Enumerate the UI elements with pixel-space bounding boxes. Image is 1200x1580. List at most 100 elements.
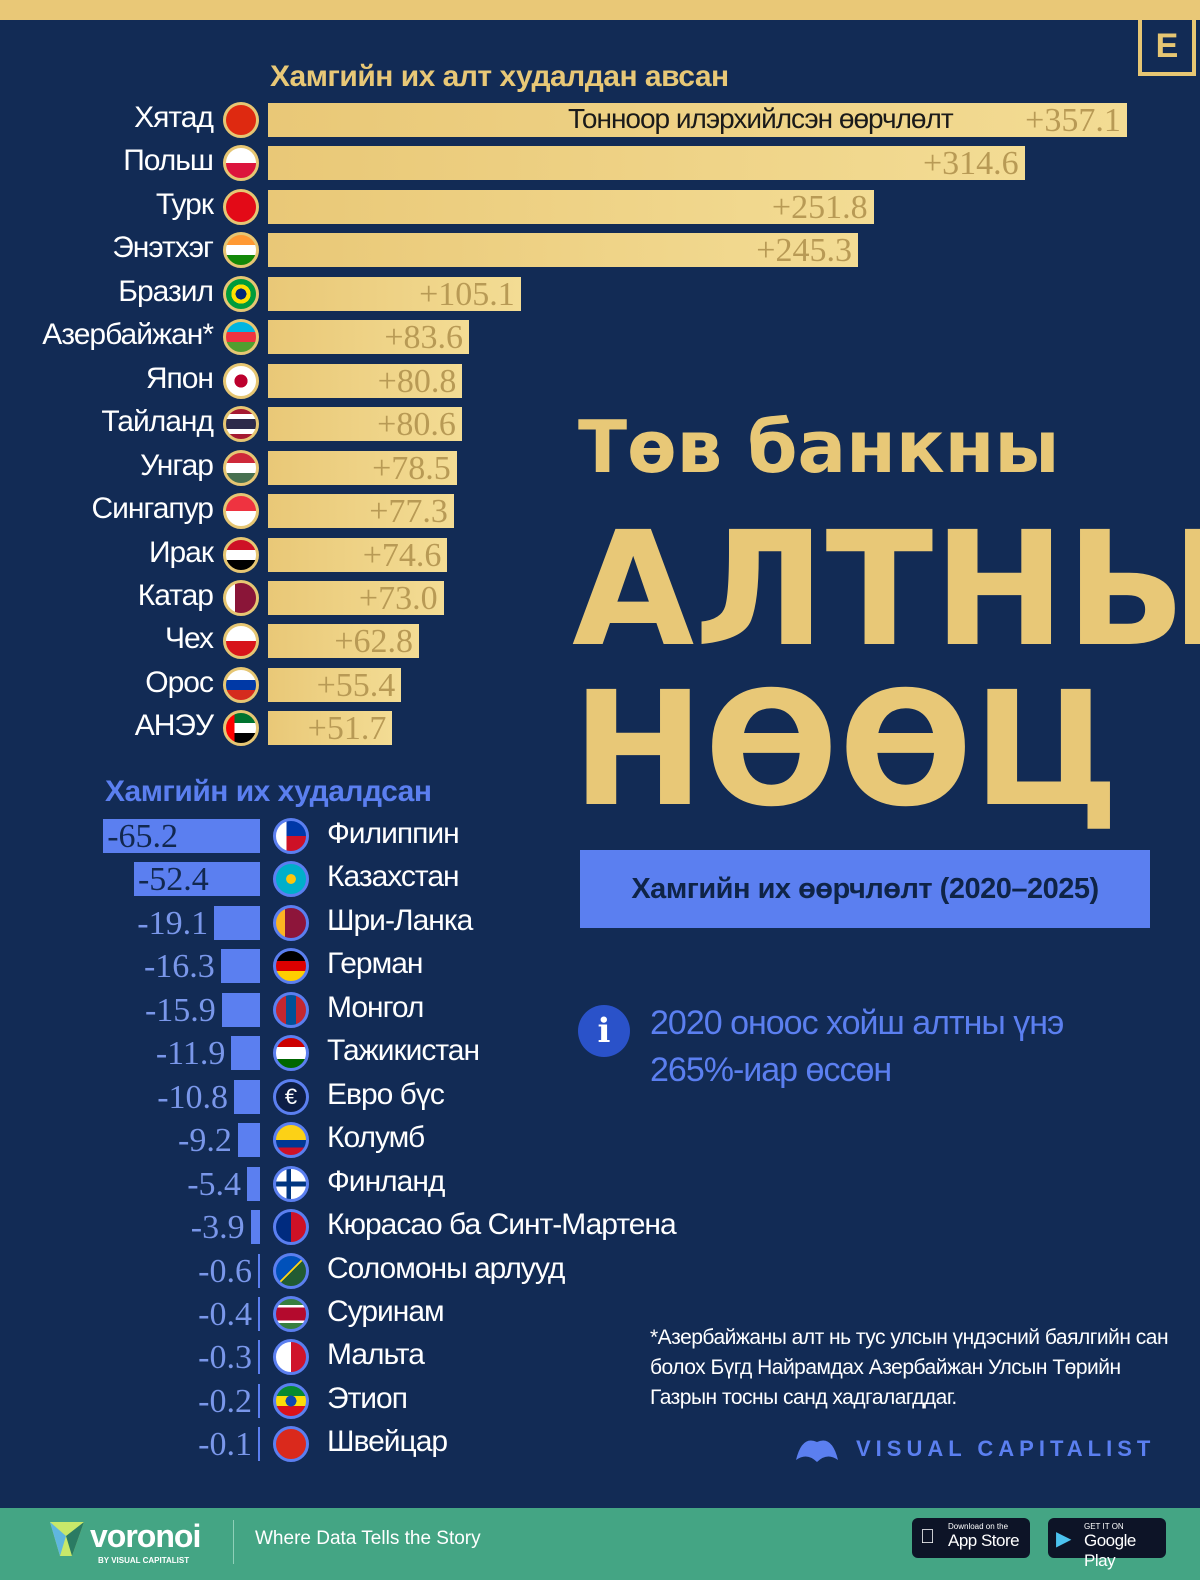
value-label: +357.1 bbox=[1025, 102, 1121, 139]
value-label: -3.9 bbox=[190, 1209, 245, 1247]
voronoi-name: voronoi bbox=[90, 1518, 201, 1554]
bar-2 bbox=[268, 189, 874, 224]
value-label: -16.3 bbox=[143, 948, 215, 986]
footer: voronoi BY VISUAL CAPITALIST Where Data … bbox=[0, 1508, 1200, 1580]
value-label: -52.4 bbox=[137, 861, 209, 899]
country-label: Филиппин bbox=[327, 817, 460, 850]
bar-13 bbox=[268, 667, 402, 702]
bar-12 bbox=[258, 1340, 260, 1375]
country-label: Ирак bbox=[148, 535, 214, 569]
value-label: -0.6 bbox=[198, 1252, 252, 1290]
flag-icon-mn bbox=[273, 991, 309, 1028]
flag-icon-qa bbox=[223, 579, 259, 616]
flag-icon-sb bbox=[273, 1252, 309, 1289]
country-label: АНЭУ bbox=[134, 709, 214, 743]
flag-icon-az bbox=[223, 319, 259, 356]
flag-icon-mt bbox=[273, 1339, 309, 1376]
app-store-small: Download on the bbox=[948, 1522, 1009, 1531]
country-label: Турк bbox=[155, 187, 214, 221]
country-label: Унгар bbox=[140, 448, 214, 482]
app-store-label: App Store bbox=[948, 1531, 1020, 1550]
subtitle-box: Хамгийн их өөрчлөлт (2020–2025) bbox=[580, 850, 1150, 928]
bar-4 bbox=[268, 276, 521, 311]
bar-annotation: Тонноор илэрхийлсэн өөрчлөлт bbox=[568, 103, 954, 134]
country-label: Тажикистан bbox=[327, 1034, 480, 1068]
country-label: Тайланд bbox=[101, 405, 214, 439]
country-label: Швейцар bbox=[327, 1425, 448, 1459]
flag-icon-th bbox=[223, 406, 259, 443]
country-label: Соломоны арлууд bbox=[327, 1251, 565, 1285]
title-line1: Төв банкны bbox=[578, 405, 1060, 489]
flag-icon-sr bbox=[273, 1295, 309, 1332]
bar-10 bbox=[258, 1253, 260, 1288]
google-play-button[interactable]: ▶ GET IT ON Google Play bbox=[1048, 1518, 1166, 1570]
apple-icon:  bbox=[920, 1526, 935, 1549]
bar-9 bbox=[268, 494, 454, 529]
value-label: -10.8 bbox=[157, 1078, 229, 1116]
voronoi-sub: BY VISUAL CAPITALIST bbox=[98, 1556, 190, 1565]
value-label: -65.2 bbox=[107, 818, 179, 855]
country-label: Япон bbox=[145, 361, 214, 395]
country-label: Колумб bbox=[327, 1121, 425, 1155]
bar-14 bbox=[268, 711, 393, 746]
visual-capitalist-text: VISUAL CAPITALIST bbox=[856, 1436, 1156, 1461]
title-line2: АЛТНЫ bbox=[572, 498, 1200, 682]
value-label: -15.9 bbox=[144, 991, 216, 1029]
country-label: Финланд bbox=[327, 1164, 445, 1198]
bar-7 bbox=[237, 1123, 260, 1158]
value-label: +62.8 bbox=[334, 623, 414, 661]
visual-capitalist-logo: VISUAL CAPITALIST bbox=[792, 1430, 1155, 1468]
buyers-title: Хамгийн их алт худалдан авсан bbox=[270, 60, 729, 93]
country-label: Польш bbox=[123, 144, 214, 178]
bar-8 bbox=[268, 450, 457, 485]
footer-tagline: Where Data Tells the Story bbox=[255, 1528, 481, 1549]
bar-11 bbox=[268, 580, 444, 615]
footnote: *Азербайжаны алт нь тус улсын үндэсний б… bbox=[650, 1326, 1169, 1409]
bar-12 bbox=[268, 624, 420, 659]
flag-icon-iq bbox=[223, 536, 259, 573]
value-label: +105.1 bbox=[419, 275, 515, 313]
country-label: Кюрасао ба Синт-Мартена bbox=[327, 1208, 677, 1242]
country-label: Суринам bbox=[327, 1294, 445, 1328]
bar-11 bbox=[258, 1296, 260, 1331]
value-label: +55.4 bbox=[316, 666, 396, 704]
country-label: Энэтхэг bbox=[112, 231, 214, 265]
value-label: -9.2 bbox=[178, 1122, 232, 1160]
bar-7 bbox=[268, 407, 462, 442]
flag-icon-tj bbox=[273, 1035, 309, 1072]
value-label: +73.0 bbox=[358, 579, 438, 617]
flag-icon-sg bbox=[223, 493, 259, 530]
info-icon: i bbox=[578, 1005, 630, 1057]
country-label: Герман bbox=[327, 947, 423, 981]
bar-5 bbox=[268, 320, 470, 355]
country-label: Мальта bbox=[327, 1338, 425, 1372]
flag-icon-co bbox=[273, 1122, 309, 1159]
bar-3 bbox=[268, 233, 858, 268]
flag-icon-ph bbox=[273, 818, 309, 854]
value-label: -11.9 bbox=[155, 1035, 226, 1073]
bar-1 bbox=[133, 862, 260, 897]
info-line2: 265%-иар өссөн bbox=[650, 1051, 892, 1089]
value-label: +78.5 bbox=[372, 449, 451, 487]
info-line1: 2020 оноос хойш алтны үнэ bbox=[650, 1004, 1064, 1042]
voronoi-icon bbox=[50, 1522, 84, 1556]
flag-icon-cw bbox=[273, 1209, 309, 1246]
google-play-icon: ▶ bbox=[1056, 1528, 1072, 1550]
footer-divider bbox=[233, 1520, 234, 1564]
flag-icon-eu: € bbox=[273, 1078, 309, 1115]
flag-icon-in bbox=[223, 232, 259, 269]
value-label: +80.8 bbox=[377, 362, 457, 400]
country-label: Казахстан bbox=[327, 860, 460, 894]
bar-2 bbox=[214, 905, 260, 940]
bar-13 bbox=[258, 1383, 260, 1418]
voronoi-logo[interactable]: voronoi BY VISUAL CAPITALIST bbox=[48, 1518, 201, 1565]
flag-icon-jp bbox=[223, 362, 259, 399]
info-text: 2020 оноос хойш алтны үнэ 265%-иар өссөн bbox=[650, 1000, 1064, 1094]
flag-icon-hu bbox=[223, 449, 259, 486]
value-label: +80.6 bbox=[377, 406, 456, 444]
flag-icon-cn bbox=[223, 102, 259, 138]
country-label: Чех bbox=[164, 622, 214, 656]
flag-icon-ch bbox=[273, 1426, 309, 1463]
value-label: -19.1 bbox=[137, 904, 209, 942]
app-store-button[interactable]:  Download on the App Store bbox=[912, 1518, 1030, 1558]
